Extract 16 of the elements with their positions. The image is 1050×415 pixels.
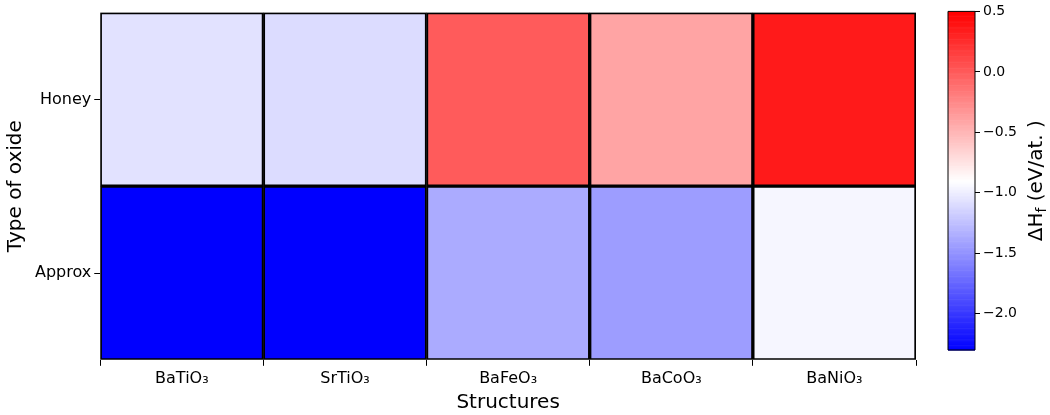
x-tick-label: BaTiO₃: [155, 367, 209, 387]
color-bar-title: ΔHf (eV/at. ): [1023, 120, 1049, 242]
color-bar-label: 0.0: [983, 62, 1006, 79]
x-tick-label: SrTiO₃: [320, 367, 370, 387]
color-bar-label: −0.5: [983, 122, 1017, 139]
y-tick-label: Approx: [35, 262, 92, 282]
y-axis-title: Type of oxide: [2, 120, 27, 254]
color-bar-label: −1.0: [983, 183, 1017, 200]
color-bar-label: −2.0: [983, 304, 1017, 321]
color-bar-label: 0.5: [983, 2, 1006, 19]
x-axis-title: Structures: [456, 389, 560, 414]
x-tick-label: BaFeO₃: [479, 367, 538, 387]
y-tick-label: Honey: [39, 88, 92, 108]
x-tick-label: BaCoO₃: [640, 367, 702, 387]
color-bar-label: −1.5: [983, 243, 1017, 260]
x-tick-label: BaNiO₃: [806, 367, 863, 387]
